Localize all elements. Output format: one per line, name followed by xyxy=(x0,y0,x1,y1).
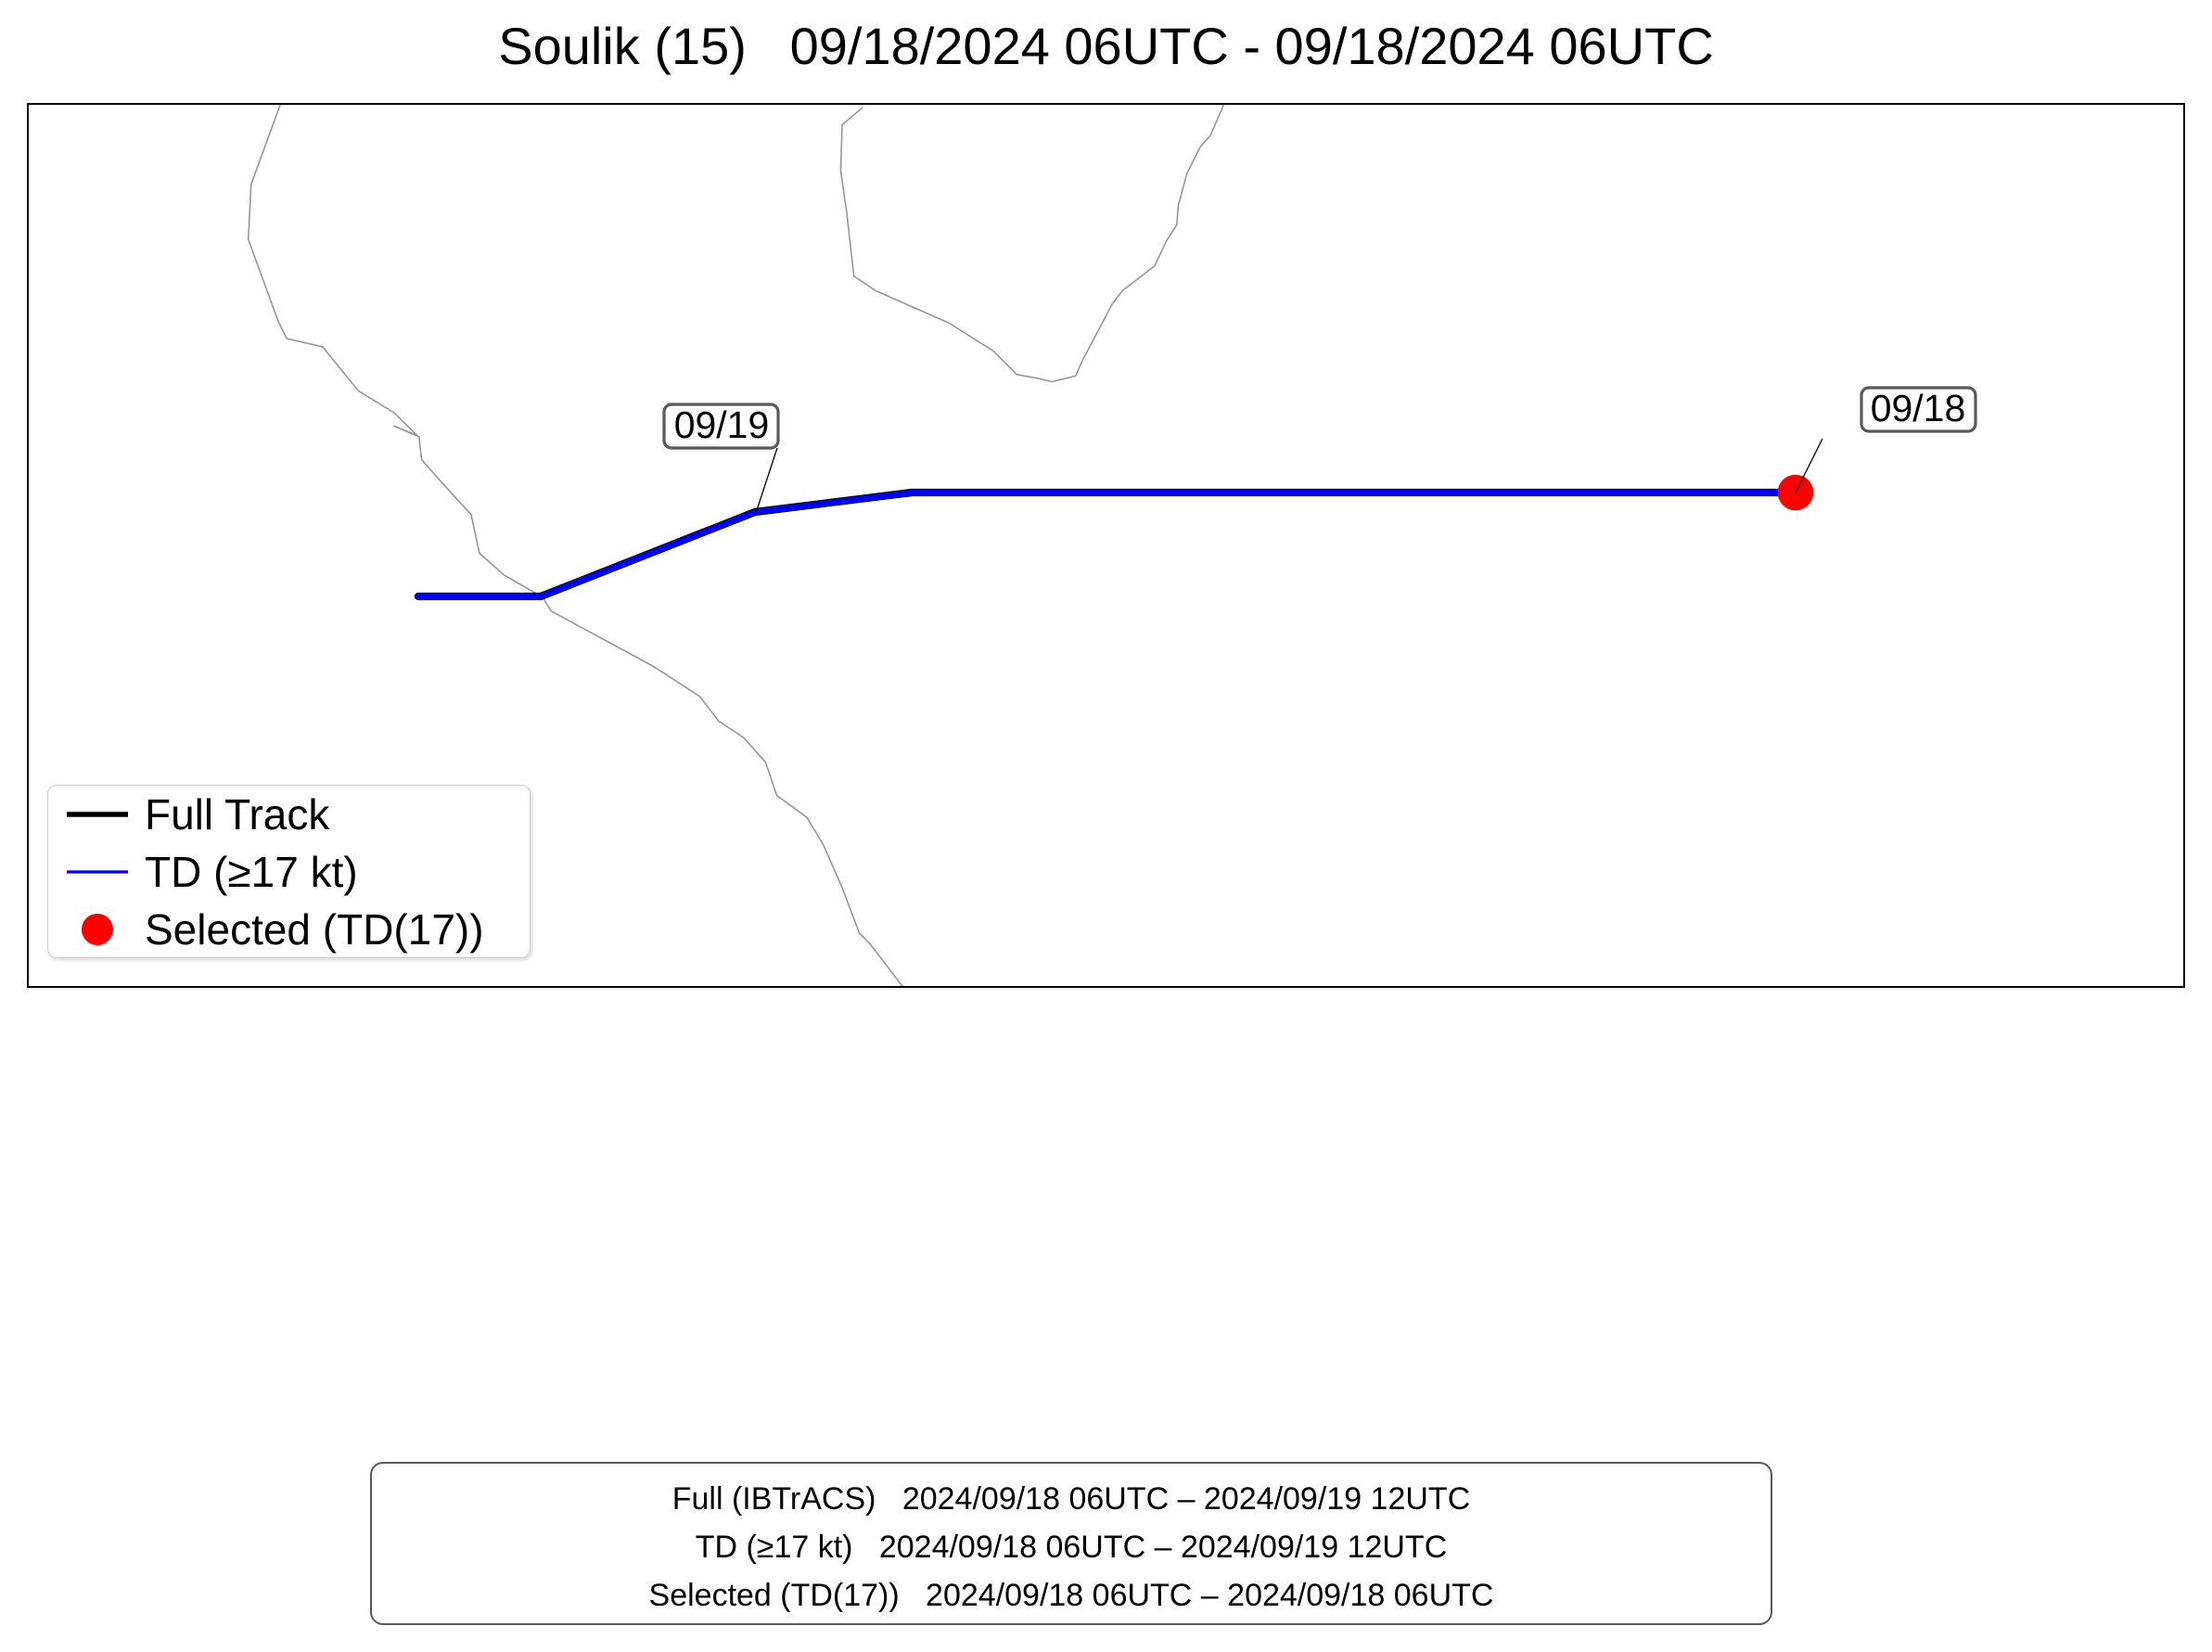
svg-text:09/19: 09/19 xyxy=(674,403,770,446)
svg-text:09/18: 09/18 xyxy=(1871,387,1966,429)
